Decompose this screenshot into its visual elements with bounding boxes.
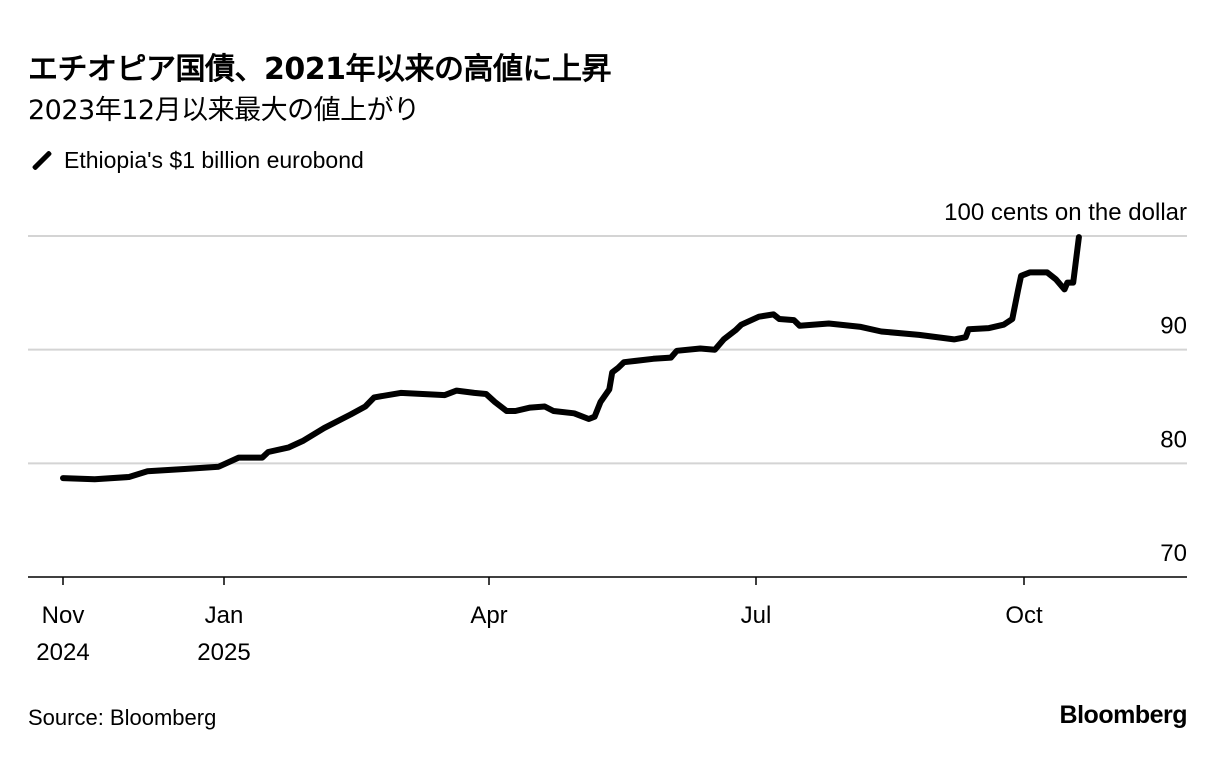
x-tick-label: Nov <box>42 602 85 629</box>
y-tick-label: 90 <box>1160 313 1187 340</box>
x-tick-year-label: 2025 <box>197 639 250 666</box>
chart-title: エチオピア国債、2021年以来の高値に上昇 <box>28 52 612 87</box>
x-tick-year-label: 2024 <box>36 639 89 666</box>
source-note: Source: Bloomberg <box>28 705 217 730</box>
x-tick-label: Jul <box>741 602 772 629</box>
series-line-eurobond <box>60 234 1082 483</box>
legend: Ethiopia's $1 billion eurobond <box>30 147 364 174</box>
bloomberg-logo: Bloomberg <box>1059 701 1188 729</box>
x-tick-label: Apr <box>470 602 507 629</box>
y-tick-label: 100 cents on the dollar <box>944 199 1187 226</box>
chart-subtitle: 2023年12月以来最大の値上がり <box>28 95 420 126</box>
x-tick-label: Oct <box>1005 602 1043 629</box>
y-tick-label: 80 <box>1160 426 1187 453</box>
x-tick-label: Jan <box>205 602 244 629</box>
y-tick-label: 70 <box>1160 540 1187 567</box>
legend-label: Ethiopia's $1 billion eurobond <box>64 147 364 173</box>
